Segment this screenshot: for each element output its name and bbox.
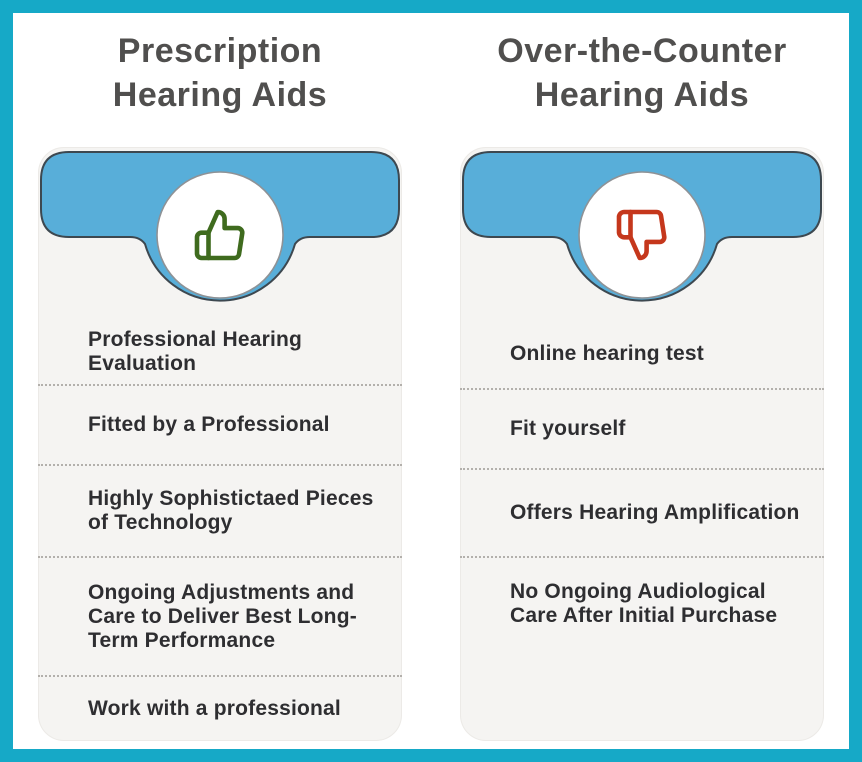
list-item: Highly Sophistictaed Pieces of Technolog…	[38, 466, 402, 558]
list-item-text: Offers Hearing Amplification	[510, 501, 800, 524]
title-line-2: Hearing Aids	[112, 76, 328, 114]
list-item-text: No Ongoing Audiological Care After Initi…	[510, 580, 778, 627]
list-item: Offers Hearing Amplification	[460, 470, 824, 558]
list-item-text: Professional Hearing Evaluation	[88, 327, 303, 375]
prescription-card: Professional Hearing Evaluation Fitted b…	[38, 147, 402, 741]
card-header-banner	[462, 151, 822, 302]
card-header-banner	[40, 151, 400, 302]
feature-list-otc: Online hearing test Fit yourself Offers …	[460, 319, 824, 741]
list-item-text: Online hearing test	[510, 341, 704, 365]
feature-list-prescription: Professional Hearing Evaluation Fitted b…	[38, 319, 402, 741]
list-item: No Ongoing Audiological Care After Initi…	[460, 558, 824, 741]
title-line-1: Over-the-Counter	[497, 32, 787, 70]
list-item: Online hearing test	[460, 319, 824, 390]
list-item: Fit yourself	[460, 390, 824, 470]
list-item: Ongoing Adjustments and Care to Deliver …	[38, 558, 402, 677]
list-item-text: Fitted by a Professional	[88, 413, 330, 436]
title-line-1: Prescription	[117, 32, 323, 70]
list-item-text: Work with a professional	[88, 697, 341, 720]
icon-circle	[578, 171, 706, 299]
list-item: Professional Hearing Evaluation	[38, 319, 402, 386]
page-title-otc: Over-the-Counter Hearing Aids	[460, 29, 824, 117]
column-otc: Over-the-Counter Hearing Aids Online hea…	[460, 29, 824, 741]
list-item-text: Highly Sophistictaed Pieces of Technolog…	[88, 487, 374, 534]
list-item-text: Ongoing Adjustments and Care to Deliver …	[88, 580, 357, 652]
otc-card: Online hearing test Fit yourself Offers …	[460, 147, 824, 741]
thumbs-up-icon	[194, 209, 245, 261]
list-item-text: Fit yourself	[510, 417, 626, 440]
page-title-prescription: Prescription Hearing Aids	[38, 29, 402, 117]
column-prescription: Prescription Hearing Aids Professional H…	[38, 29, 402, 741]
list-item: Fitted by a Professional	[38, 386, 402, 466]
icon-circle	[156, 171, 284, 299]
comparison-canvas: Prescription Hearing Aids Professional H…	[13, 13, 849, 741]
thumbs-down-icon	[616, 209, 667, 261]
title-line-2: Hearing Aids	[534, 76, 750, 114]
list-item: Work with a professional	[38, 677, 402, 741]
